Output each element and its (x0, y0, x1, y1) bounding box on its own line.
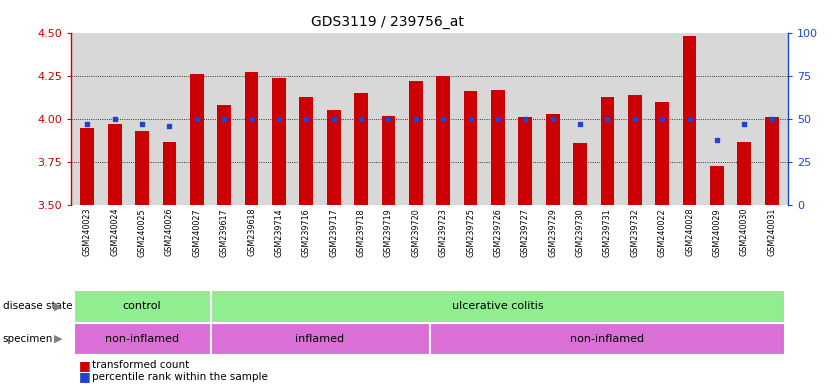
Text: GSM239716: GSM239716 (302, 208, 311, 257)
Bar (163, 141, 176, 205)
Bar (299, 97, 313, 205)
Bar (628, 95, 641, 205)
Text: GSM239720: GSM239720 (411, 208, 420, 257)
Bar (382, 116, 395, 205)
Text: GSM239727: GSM239727 (520, 208, 530, 257)
Bar (73, 290, 210, 323)
Bar (354, 93, 368, 205)
Text: control: control (123, 301, 161, 311)
Bar (600, 97, 615, 205)
Text: GSM239725: GSM239725 (466, 208, 475, 257)
Text: ▶: ▶ (54, 301, 63, 311)
Bar (656, 102, 669, 205)
Bar (765, 118, 779, 205)
Text: GDS3119 / 239756_at: GDS3119 / 239756_at (311, 15, 465, 29)
Bar (210, 323, 430, 355)
Bar (573, 143, 587, 205)
Text: ulcerative colitis: ulcerative colitis (452, 301, 544, 311)
Text: non-inflamed: non-inflamed (105, 334, 179, 344)
Bar (464, 91, 477, 205)
Text: transformed count: transformed count (92, 360, 189, 370)
Bar (244, 73, 259, 205)
Bar (430, 323, 786, 355)
Text: ■: ■ (79, 359, 91, 372)
Text: GSM240022: GSM240022 (658, 208, 666, 257)
Text: inflamed: inflamed (295, 334, 344, 344)
Bar (73, 323, 210, 355)
Text: non-inflamed: non-inflamed (570, 334, 645, 344)
Text: GSM240030: GSM240030 (740, 208, 749, 257)
Bar (135, 131, 149, 205)
Text: GSM240024: GSM240024 (110, 208, 119, 257)
Text: GSM239718: GSM239718 (357, 208, 365, 257)
Bar (218, 105, 231, 205)
Text: GSM239714: GSM239714 (274, 208, 284, 257)
Text: ▶: ▶ (54, 334, 63, 344)
Bar (210, 290, 786, 323)
Text: GSM240026: GSM240026 (165, 208, 174, 257)
Bar (710, 166, 724, 205)
Bar (546, 114, 560, 205)
Bar (683, 36, 696, 205)
Bar (80, 127, 94, 205)
Text: GSM239719: GSM239719 (384, 208, 393, 257)
Bar (436, 76, 450, 205)
Text: GSM240025: GSM240025 (138, 208, 147, 257)
Text: GSM240023: GSM240023 (83, 208, 92, 257)
Text: GSM239717: GSM239717 (329, 208, 339, 257)
Bar (737, 141, 751, 205)
Bar (108, 124, 122, 205)
Text: GSM239732: GSM239732 (631, 208, 640, 257)
Text: GSM239731: GSM239731 (603, 208, 612, 257)
Text: GSM239723: GSM239723 (439, 208, 448, 257)
Text: GSM239618: GSM239618 (247, 208, 256, 257)
Bar (327, 111, 340, 205)
Text: GSM240029: GSM240029 (712, 208, 721, 257)
Text: percentile rank within the sample: percentile rank within the sample (92, 372, 268, 382)
Bar (272, 78, 286, 205)
Text: specimen: specimen (3, 334, 53, 344)
Text: GSM240027: GSM240027 (193, 208, 201, 257)
Text: GSM239617: GSM239617 (219, 208, 229, 257)
Bar (519, 118, 532, 205)
Text: GSM239729: GSM239729 (548, 208, 557, 257)
Bar (190, 74, 203, 205)
Text: disease state: disease state (3, 301, 72, 311)
Text: ■: ■ (79, 370, 91, 383)
Text: GSM240031: GSM240031 (767, 208, 776, 257)
Text: GSM239730: GSM239730 (575, 208, 585, 257)
Bar (491, 90, 505, 205)
Text: GSM239726: GSM239726 (494, 208, 502, 257)
Bar (409, 81, 423, 205)
Text: GSM240028: GSM240028 (685, 208, 694, 257)
